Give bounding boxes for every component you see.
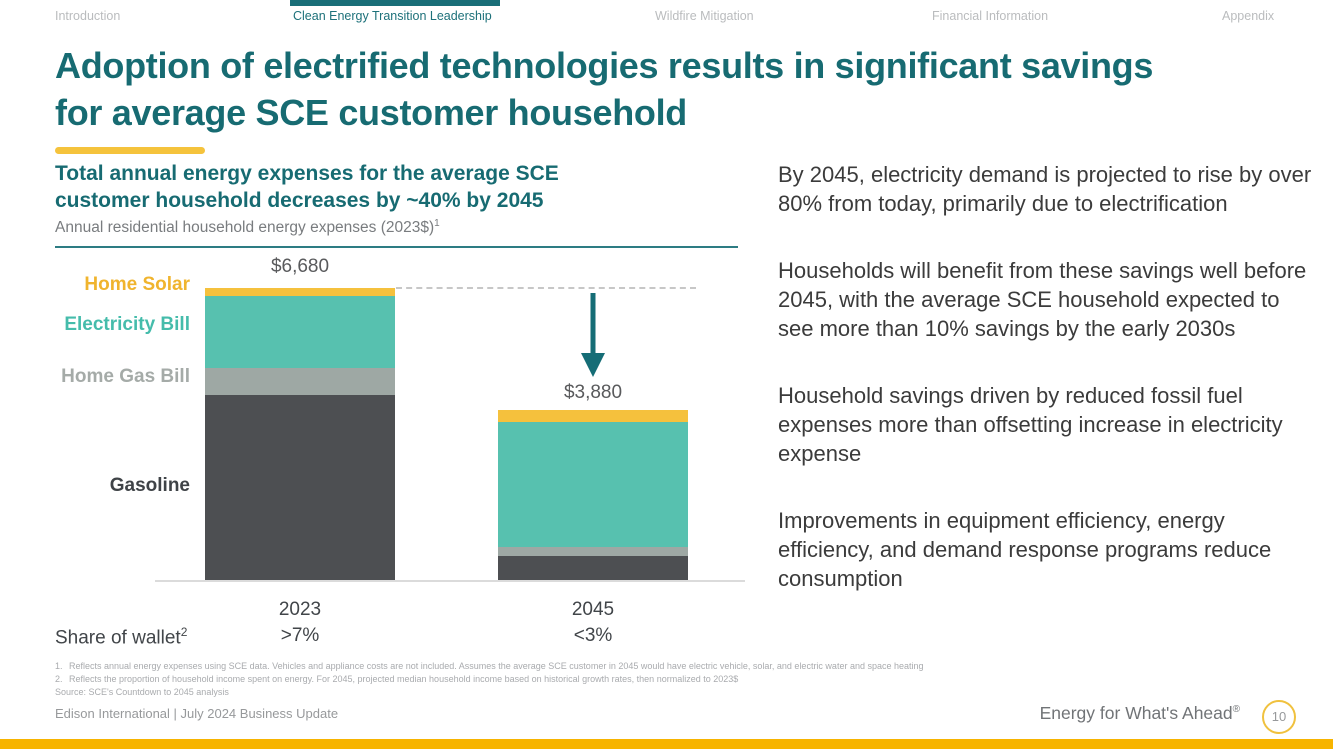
registered-mark: ® xyxy=(1232,704,1240,716)
page-title: Adoption of electrified technologies res… xyxy=(55,42,1295,136)
chart-subtitle: Annual residential household energy expe… xyxy=(55,218,440,237)
page-title-line2: for average SCE customer household xyxy=(55,92,687,133)
x-tick-2045: 2045 xyxy=(571,599,615,620)
active-tab-indicator xyxy=(290,0,500,6)
bar-segment-gasoline-2023 xyxy=(205,395,395,580)
chart-divider-line xyxy=(55,246,738,248)
chart-subtitle-footnote-marker: 1 xyxy=(434,218,440,229)
reference-dashed-line xyxy=(396,287,696,289)
share-of-wallet-footnote-marker: 2 xyxy=(180,625,188,639)
bar-2045 xyxy=(498,410,688,580)
legend-home-gas-bill: Home Gas Bill xyxy=(61,366,190,387)
footnote-2-text: Reflects the proportion of household inc… xyxy=(69,674,739,684)
bar-segment-gasoline-2045 xyxy=(498,556,688,580)
x-axis-line xyxy=(155,580,745,582)
bar-segment-home-solar-2045 xyxy=(498,410,688,423)
source-line: Source: SCE's Countdown to 2045 analysis xyxy=(55,687,229,697)
footnotes: 1. Reflects annual energy expenses using… xyxy=(55,660,1285,699)
footer-tagline-text: Energy for What's Ahead xyxy=(1039,703,1233,723)
page-number-badge: 10 xyxy=(1262,700,1296,734)
footer-deck-title: Edison International | July 2024 Busines… xyxy=(55,706,339,721)
legend-electricity-bill: Electricity Bill xyxy=(64,314,190,335)
bar-segment-home-gas-bill-2023 xyxy=(205,368,395,396)
total-label-2023: $6,680 xyxy=(270,256,330,277)
chart-heading-line1: Total annual energy expenses for the ave… xyxy=(55,162,559,185)
legend-home-solar: Home Solar xyxy=(84,274,190,295)
savings-down-arrow-icon xyxy=(581,293,605,377)
footnote-1-number: 1. xyxy=(55,661,63,671)
bullet-household-benefit: Households will benefit from these savin… xyxy=(778,258,1307,341)
chart-subtitle-text: Annual residential household energy expe… xyxy=(55,219,435,237)
share-value-2045: <3% xyxy=(573,625,613,646)
footnote-1: 1. Reflects annual energy expenses using… xyxy=(55,660,1285,673)
footer-tagline: Energy for What's Ahead® xyxy=(1040,703,1240,724)
bar-2023 xyxy=(205,288,395,580)
bullet-electricity-demand: By 2045, electricity demand is projected… xyxy=(778,162,1312,216)
x-tick-2023: 2023 xyxy=(278,599,322,620)
footnote-2-number: 2. xyxy=(55,674,63,684)
chart-heading: Total annual energy expenses for the ave… xyxy=(55,160,675,214)
chart-heading-line2: customer household decreases by ~40% by … xyxy=(55,189,544,212)
share-of-wallet-label: Share of wallet2 xyxy=(55,625,187,649)
key-points-column: By 2045, electricity demand is projected… xyxy=(778,160,1313,631)
bar-segment-electricity-bill-2045 xyxy=(498,422,688,548)
tab-financial-information[interactable]: Financial Information xyxy=(932,9,1049,23)
bar-segment-electricity-bill-2023 xyxy=(205,295,395,369)
bar-segment-home-solar-2023 xyxy=(205,288,395,296)
tab-introduction[interactable]: Introduction xyxy=(55,9,121,23)
bullet-household-savings: Household savings driven by reduced foss… xyxy=(778,383,1283,466)
stacked-bar-chart: Home Solar Electricity Bill Home Gas Bil… xyxy=(40,255,745,655)
share-value-2023: >7% xyxy=(280,625,320,646)
tab-wildfire-mitigation[interactable]: Wildfire Mitigation xyxy=(655,9,754,23)
legend-gasoline: Gasoline xyxy=(109,475,190,496)
share-of-wallet-text: Share of wallet xyxy=(55,627,181,649)
bottom-accent-bar xyxy=(0,739,1333,749)
tab-appendix[interactable]: Appendix xyxy=(1222,9,1275,23)
tab-clean-energy-transition-leadership[interactable]: Clean Energy Transition Leadership xyxy=(293,9,492,23)
footnote-1-text: Reflects annual energy expenses using SC… xyxy=(69,661,924,671)
footnote-2: 2. Reflects the proportion of household … xyxy=(55,673,1285,686)
bar-segment-home-gas-bill-2045 xyxy=(498,547,688,557)
bullet-efficiency: Improvements in equipment efficiency, en… xyxy=(778,508,1272,591)
page-title-line1: Adoption of electrified technologies res… xyxy=(55,45,1154,86)
title-accent-bar xyxy=(55,147,205,154)
total-label-2045: $3,880 xyxy=(563,382,623,403)
